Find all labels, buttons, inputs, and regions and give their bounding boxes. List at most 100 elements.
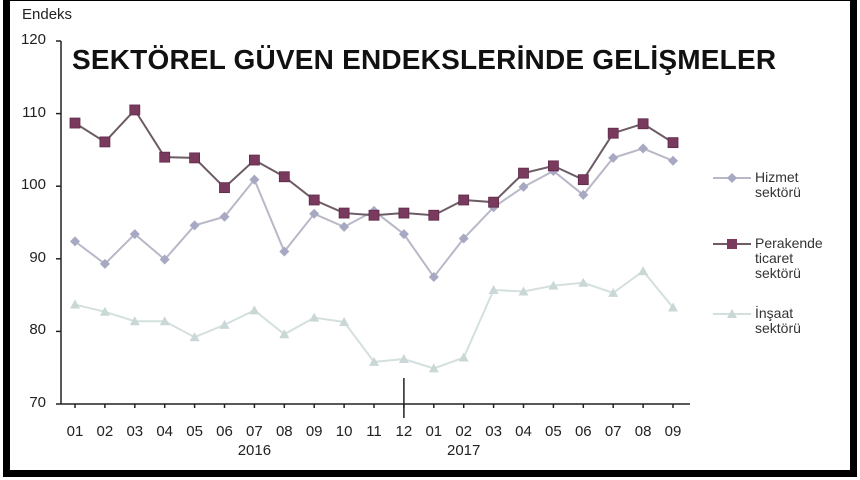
y-axis-title: Endeks: [22, 6, 73, 23]
x-tick-label: 11: [366, 423, 382, 440]
x-tick-label: 02: [96, 423, 114, 440]
legend-label: İnşaat sektörü: [755, 306, 860, 336]
y-tick-label: 80: [29, 321, 46, 339]
data-point-diamond-icon: [249, 174, 260, 185]
data-point-square-icon: [129, 104, 141, 116]
data-point-triangle-icon: [548, 280, 559, 290]
y-tick-label: 70: [29, 394, 46, 411]
legend-square-icon: [713, 239, 751, 249]
x-tick-label: 08: [275, 423, 293, 440]
legend-item: İnşaat sektörü: [713, 306, 860, 336]
data-point-diamond-icon: [518, 181, 529, 192]
data-point-square-icon: [548, 160, 559, 172]
data-point-triangle-icon: [279, 329, 290, 339]
data-point-square-icon: [219, 182, 230, 194]
data-point-diamond-icon: [428, 271, 439, 282]
data-point-square-icon: [518, 167, 529, 179]
legend-item: Perakende ticaret sektörü: [713, 236, 860, 281]
x-tick-label: 04: [515, 423, 532, 440]
x-tick-label: 05: [545, 423, 562, 440]
data-point-diamond-icon: [309, 208, 320, 219]
data-point-diamond-icon: [279, 246, 290, 257]
x-tick-label: 05: [186, 423, 203, 440]
y-tick-label: 120: [20, 31, 46, 48]
x-tick-label: 07: [604, 423, 622, 440]
data-point-square-icon: [398, 207, 410, 219]
data-point-square-icon: [159, 151, 171, 163]
data-point-diamond-icon: [129, 229, 140, 240]
data-point-square-icon: [69, 117, 81, 129]
data-point-diamond-icon: [70, 236, 80, 247]
chart-frame: [3, 0, 857, 477]
data-point-diamond-icon: [339, 221, 350, 232]
data-point-triangle-icon: [219, 319, 230, 329]
legend-item: Hizmet sektörü: [713, 170, 860, 200]
data-point-triangle-icon: [608, 287, 619, 297]
data-point-triangle-icon: [638, 266, 649, 276]
data-point-diamond-icon: [578, 189, 589, 200]
data-point-diamond-icon: [189, 220, 200, 231]
legend-diamond-icon: [713, 173, 751, 183]
data-point-triangle-icon: [578, 277, 589, 287]
data-point-diamond-icon: [159, 254, 170, 265]
data-point-square-icon: [667, 137, 679, 149]
data-point-triangle-icon: [129, 316, 140, 326]
legend-label-line: Hizmet: [755, 169, 799, 185]
data-point-triangle-icon: [518, 286, 529, 296]
data-point-square-icon: [428, 209, 440, 221]
x-tick-label: 10: [335, 423, 353, 440]
x-tick-label: 09: [305, 423, 323, 440]
x-tick-label: 06: [216, 423, 233, 440]
data-point-triangle-icon: [339, 316, 350, 326]
y-tick-label: 110: [22, 103, 46, 121]
legend-label-line: sektörü: [755, 184, 801, 200]
data-point-diamond-icon: [668, 155, 678, 166]
x-tick-label: 09: [664, 423, 682, 440]
data-point-square-icon: [278, 171, 290, 183]
x-tick-label: 03: [126, 423, 144, 440]
data-point-square-icon: [189, 152, 201, 164]
year-label: 2016: [237, 442, 272, 459]
data-point-triangle-icon: [668, 302, 678, 312]
data-point-triangle-icon: [309, 312, 320, 322]
data-point-triangle-icon: [458, 352, 469, 362]
x-tick-label: 12: [395, 423, 413, 440]
data-point-triangle-icon: [99, 306, 110, 316]
data-point-square-icon: [308, 194, 320, 206]
x-tick-label: 03: [485, 423, 502, 440]
data-point-triangle-icon: [159, 316, 170, 326]
x-tick-label: 02: [455, 423, 473, 440]
data-point-square-icon: [458, 194, 470, 206]
data-point-diamond-icon: [398, 229, 409, 240]
data-point-square-icon: [488, 196, 500, 208]
data-point-square-icon: [248, 154, 260, 166]
chart-title: SEKTÖREL GÜVEN ENDEKSLERİNDE GELİŞMELER: [72, 44, 777, 75]
data-point-diamond-icon: [638, 143, 649, 154]
data-point-triangle-icon: [70, 299, 80, 309]
data-point-triangle-icon: [428, 363, 439, 373]
x-tick-label: 01: [425, 423, 443, 440]
x-tick-label: 08: [634, 423, 652, 440]
data-point-square-icon: [607, 127, 619, 139]
data-point-triangle-icon: [488, 285, 499, 295]
y-tick-label: 90: [29, 248, 46, 266]
data-point-diamond-icon: [99, 258, 110, 269]
legend-label-line: sektörü: [755, 320, 801, 336]
data-point-triangle-icon: [189, 332, 200, 342]
y-tick-label: 100: [20, 176, 46, 194]
data-point-triangle-icon: [398, 353, 409, 363]
legend-label-line: sektörü: [755, 265, 801, 281]
data-point-triangle-icon: [369, 356, 379, 366]
data-point-diamond-icon: [458, 233, 469, 244]
legend-label: Hizmet sektörü: [755, 170, 860, 200]
data-point-diamond-icon: [219, 211, 230, 222]
data-point-square-icon: [368, 209, 380, 221]
data-point-square-icon: [637, 118, 649, 130]
data-point-square-icon: [577, 174, 589, 186]
legend-triangle-icon: [713, 309, 751, 318]
data-point-square-icon: [99, 136, 111, 148]
data-point-triangle-icon: [249, 305, 260, 315]
legend-label: Perakende ticaret sektörü: [755, 236, 860, 281]
legend-label-line: İnşaat: [755, 305, 794, 321]
